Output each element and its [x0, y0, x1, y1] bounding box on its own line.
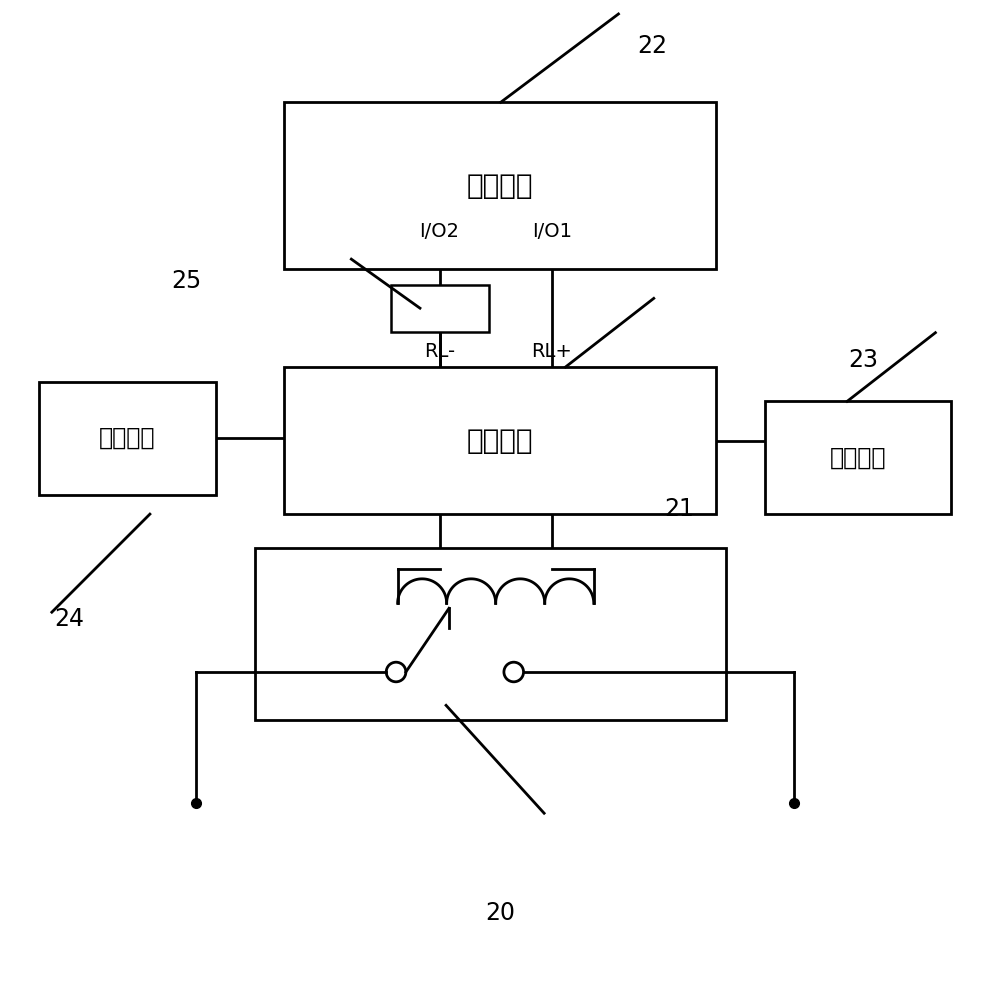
Text: 21: 21: [664, 497, 694, 521]
Bar: [765, 402, 951, 514]
Text: 驱动电路: 驱动电路: [467, 426, 533, 455]
Text: 23: 23: [848, 348, 878, 372]
Text: 保护电路: 保护电路: [99, 426, 156, 450]
Text: 20: 20: [485, 902, 515, 926]
Text: 控制电路: 控制电路: [467, 171, 533, 200]
Text: 24: 24: [54, 607, 84, 631]
Bar: [391, 285, 489, 331]
Text: I/O1: I/O1: [532, 223, 572, 241]
Text: 25: 25: [171, 269, 202, 294]
Text: RL-: RL-: [424, 342, 455, 361]
Text: I/O2: I/O2: [420, 223, 460, 241]
Bar: [39, 382, 216, 494]
Bar: [284, 367, 716, 514]
Text: 储能电路: 储能电路: [830, 446, 886, 470]
Text: 22: 22: [637, 34, 667, 58]
Text: RL+: RL+: [531, 342, 572, 361]
Bar: [284, 102, 716, 269]
Bar: [255, 549, 726, 720]
